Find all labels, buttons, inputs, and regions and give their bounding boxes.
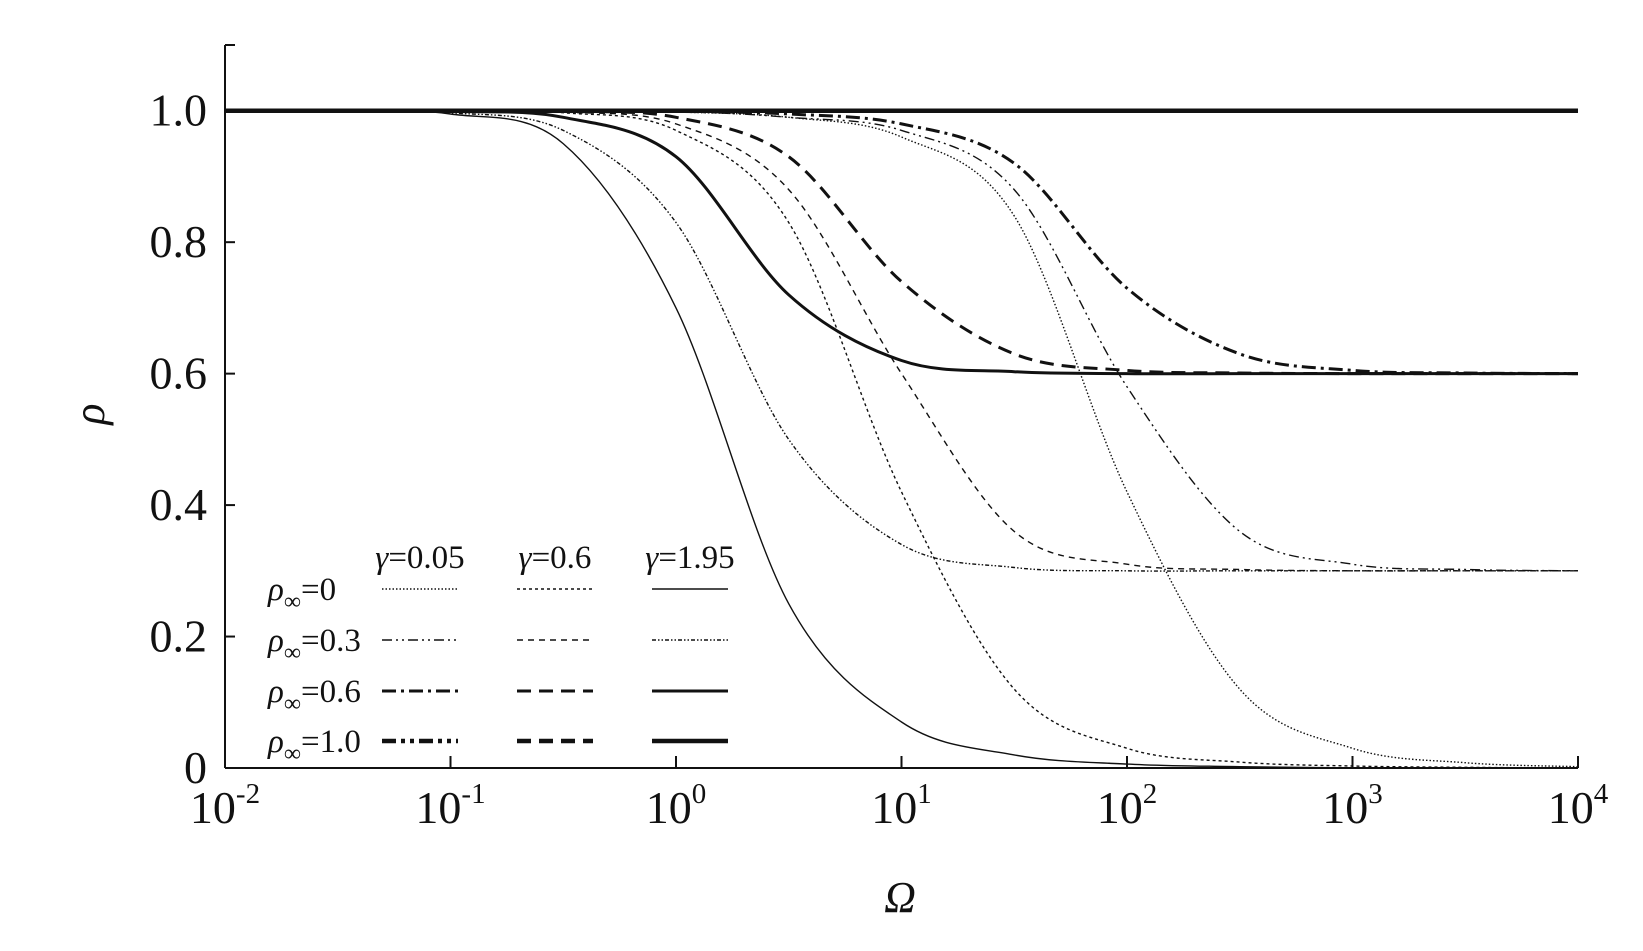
y-ticks: 0 0.2 0.4 0.6 0.8 1.0 — [150, 85, 235, 793]
y-tick-label: 0.8 — [150, 216, 208, 267]
y-tick-label: 0.6 — [150, 348, 208, 399]
x-tick-label: 100 — [646, 778, 707, 833]
legend-row-label: ρ∞=0.3 — [267, 623, 361, 666]
y-tick-label: 0.2 — [150, 611, 208, 662]
x-tick-label: 101 — [871, 778, 932, 833]
series-line-rho0-gamma1_95 — [224, 109, 1578, 769]
x-tick-label: 102 — [1097, 778, 1158, 833]
legend-row-label: ρ∞=1.0 — [267, 724, 361, 767]
x-ticks: 10-2 10-1 100 101 102 103 104 — [190, 756, 1609, 833]
legend-column-header: γ=1.95 — [645, 540, 734, 576]
series-line-rho0_3-gamma0_05 — [224, 109, 1579, 572]
y-tick-label: 0.4 — [150, 479, 208, 530]
x-tick-label: 10-1 — [415, 778, 485, 833]
legend-row-label: ρ∞=0.6 — [267, 674, 361, 717]
y-axis-title: ρ — [65, 403, 114, 426]
legend-row-label: ρ∞=0 — [267, 572, 336, 615]
x-tick-label: 103 — [1322, 778, 1383, 833]
legend-column-header: γ=0.05 — [375, 540, 464, 576]
x-tick-label: 104 — [1548, 778, 1609, 833]
x-tick-label: 10-2 — [190, 778, 260, 833]
series-lines — [224, 108, 1579, 769]
legend: γ=0.05 γ=0.6 γ=1.95 ρ∞=0 ρ∞=0.3 ρ∞=0.6 ρ∞=1.0 — [267, 540, 735, 767]
legend-column-header: γ=0.6 — [519, 540, 592, 576]
series-line-rho0_3-gamma1_95 — [224, 109, 1578, 572]
y-tick-label: 0 — [184, 742, 207, 793]
y-tick-label: 1.0 — [150, 85, 208, 136]
x-axis-title: Ω — [884, 873, 916, 922]
